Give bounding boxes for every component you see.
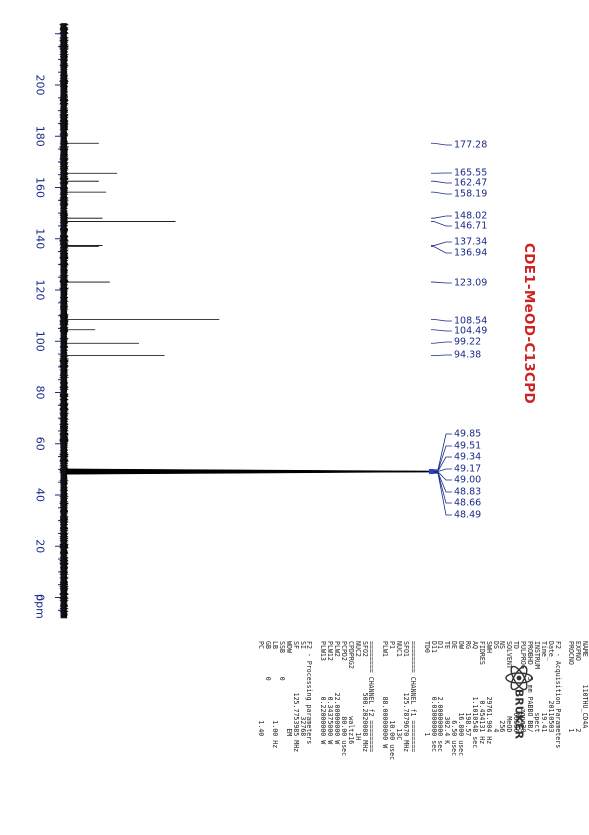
axis-tick-label: 0 (34, 594, 47, 601)
parameter-line: SSB 0 (277, 641, 286, 681)
parameter-line: Date_ 20110503 (546, 641, 555, 733)
axis-tick-label: 180 (34, 126, 47, 147)
peak-shift-label: 162.47 (454, 178, 487, 189)
peak-shift-label: 94.38 (454, 350, 481, 361)
parameter-line: TD 65536 (512, 641, 521, 733)
peak-shift-label: 99.22 (454, 337, 481, 348)
peak-shift-label: 177.28 (454, 140, 487, 151)
peak-shift-label: 104.49 (454, 326, 487, 337)
peak-shift-label: 48.66 (454, 498, 481, 509)
axis-tick-label: 160 (34, 177, 47, 198)
parameter-line: NS 256 (498, 641, 507, 733)
parameter-line: FIDRES 0.454131 Hz (477, 641, 486, 745)
bruker-logo: BRUKER (505, 665, 533, 740)
axis-unit-label: ppm (34, 594, 47, 619)
parameter-line: TD0 1 (422, 641, 431, 737)
ppm-axis: 0 20 40 60 80 100 120 140 160 180 200 ppm (34, 23, 62, 619)
parameter-line: AQ 1.1010548 sec (470, 641, 479, 749)
parameter-line: PCPD2 80.00 usec (339, 641, 348, 757)
parameter-line: RG 198.57 (463, 641, 472, 737)
parameter-line: NUC2 1H (353, 641, 362, 741)
peak-shift-label: 148.02 (454, 211, 487, 222)
bruker-logo-text: BRUKER (513, 689, 526, 740)
parameter-line: D11 0.03000000 sec (429, 641, 438, 753)
parameter-line: PROBHD 5 mm PABBO BB/ (525, 641, 534, 733)
parameter-line: SFO2 500.2020008 MHz (360, 641, 369, 753)
peak-shift-label: 123.09 (454, 278, 487, 289)
peak-shift-label: 137.34 (454, 237, 487, 248)
parameter-line: SFO1 125.7879670 MHz (401, 641, 410, 753)
axis-tick-label: 120 (34, 280, 47, 301)
axis-tick-label: 140 (34, 228, 47, 249)
parameter-line: F2 - Acquisition Parameters (553, 641, 562, 749)
peak-shift-label: 165.55 (454, 168, 487, 179)
peak-shift-label: 49.17 (454, 464, 481, 475)
parameter-line: ======== CHANNEL f1 ======== (408, 641, 417, 753)
parameter-line: DE 6.50 usec (450, 641, 459, 757)
parameter-line: F2 - Processing parameters (305, 641, 314, 745)
parameter-line: CPDPRG2 waltz16 (346, 641, 355, 745)
parameter-line: DS 4 (491, 641, 500, 733)
parameter-line: SWH 29761.904 Hz (484, 641, 493, 745)
parameter-line: SOLVENT MeOD (505, 641, 514, 733)
axis-tick-label: 20 (34, 539, 47, 553)
peak-shift-label: 48.83 (454, 487, 481, 498)
parameter-line: PLW13 0.22000000 W (319, 641, 328, 745)
parameter-line: WDW EM (284, 641, 293, 737)
peak-shift-label: 136.94 (454, 248, 487, 259)
acquisition-parameters: Current Data ParametersNAME 110THU_CD4AE… (257, 641, 589, 760)
parameter-line (416, 641, 423, 760)
parameter-line: D1 2.00000000 sec (436, 641, 445, 753)
axis-tick-label: 60 (34, 437, 47, 451)
peak-shift-label: 108.54 (454, 316, 487, 327)
parameter-line: INSTRUM spect (532, 641, 541, 733)
peak-shift-label: 49.51 (454, 441, 481, 452)
parameter-line: PLW1 88.00000000 W (381, 641, 390, 749)
parameter-line: Time 19.41 (539, 641, 548, 733)
peak-shift-label: 49.34 (454, 452, 481, 463)
peak-shift-label: 158.19 (454, 189, 487, 200)
parameter-line: PLW2 22.00000000 W (333, 641, 342, 745)
parameter-line: P1 10.00 usec (388, 641, 397, 761)
parameter-line: PC 1.40 (257, 641, 266, 737)
peak-shift-label: 146.71 (454, 221, 487, 232)
parameter-line: NAME 110THU_CD4A (581, 641, 589, 729)
parameter-line: EXPNO 2 (574, 641, 583, 733)
parameter-line: PLW12 0.34375000 W (326, 641, 335, 745)
solvent-multiplet (65, 468, 432, 475)
parameter-line: PROCNO 1 (567, 641, 576, 733)
peak-marker (429, 469, 434, 475)
axis-tick-label: 200 (34, 75, 47, 96)
spectrum-trace (59, 23, 432, 619)
axis-tick-label: 100 (34, 331, 47, 352)
axis-tick-label: 80 (34, 386, 47, 400)
parameter-line: DW 16.800 usec (457, 641, 466, 757)
parameter-line: SF 125.7753985 MHz (291, 641, 300, 753)
parameter-line: TE 302.4 K (443, 641, 452, 745)
peak-shift-label: 49.85 (454, 429, 481, 440)
chart-title: CDE1-MeOD-C13CPD (521, 243, 537, 404)
parameter-line: PULPROG zgpg30 (519, 641, 528, 733)
peak-shift-label: 48.49 (454, 510, 481, 521)
axis-tick-label: 40 (34, 488, 47, 502)
parameter-line: LB 1.00 Hz (271, 641, 280, 749)
parameter-line: ======== CHANNEL f2 ======== (367, 641, 376, 753)
peak-shift-label: 49.00 (454, 475, 481, 486)
